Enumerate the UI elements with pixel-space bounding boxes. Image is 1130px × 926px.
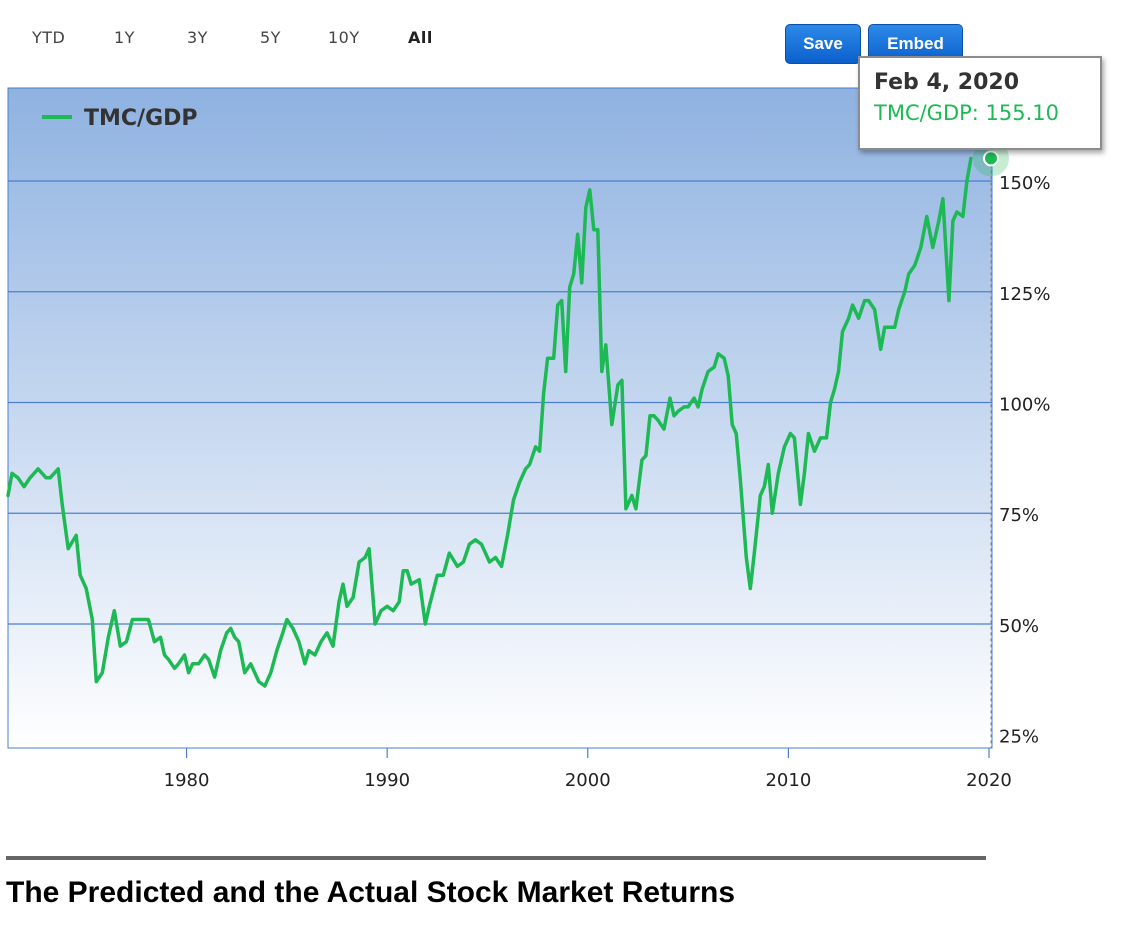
y-tick-label: 25%	[999, 727, 1039, 748]
y-tick-label: 50%	[999, 616, 1039, 637]
tooltip: Feb 4, 2020 TMC/GDP: 155.10	[858, 56, 1102, 150]
y-tick-label: 150%	[999, 173, 1050, 194]
x-tick-label: 2020	[966, 770, 1012, 791]
range-button-all[interactable]: All	[408, 28, 433, 47]
y-tick-label: 125%	[999, 284, 1050, 305]
highlight-point[interactable]	[982, 150, 999, 167]
section-divider	[6, 856, 986, 860]
save-button[interactable]: Save	[785, 24, 861, 64]
x-tick-label: 2010	[765, 770, 811, 791]
tooltip-date: Feb 4, 2020	[874, 70, 1020, 95]
x-tick-label: 1980	[164, 770, 210, 791]
tooltip-value: TMC/GDP: 155.10	[874, 101, 1060, 125]
article-heading: The Predicted and the Actual Stock Marke…	[6, 876, 736, 909]
range-button-ytd[interactable]: YTD	[32, 28, 66, 47]
range-button-10y[interactable]: 10Y	[328, 28, 360, 47]
y-tick-label: 75%	[999, 505, 1039, 526]
x-tick-label: 2000	[565, 770, 611, 791]
series-line-tmc-gdp[interactable]	[6, 156, 973, 688]
range-button-3y[interactable]: 3Y	[187, 28, 208, 47]
y-tick-label: 100%	[999, 394, 1050, 415]
legend-label: TMC/GDP	[84, 106, 198, 131]
legend[interactable]: TMC/GDP	[42, 106, 198, 131]
range-selector: YTD 1Y 3Y 5Y 10Y All	[0, 24, 700, 54]
range-button-1y[interactable]: 1Y	[114, 28, 135, 47]
x-tick-label: 1990	[364, 770, 410, 791]
range-button-5y[interactable]: 5Y	[260, 28, 281, 47]
plot-area	[7, 87, 993, 749]
